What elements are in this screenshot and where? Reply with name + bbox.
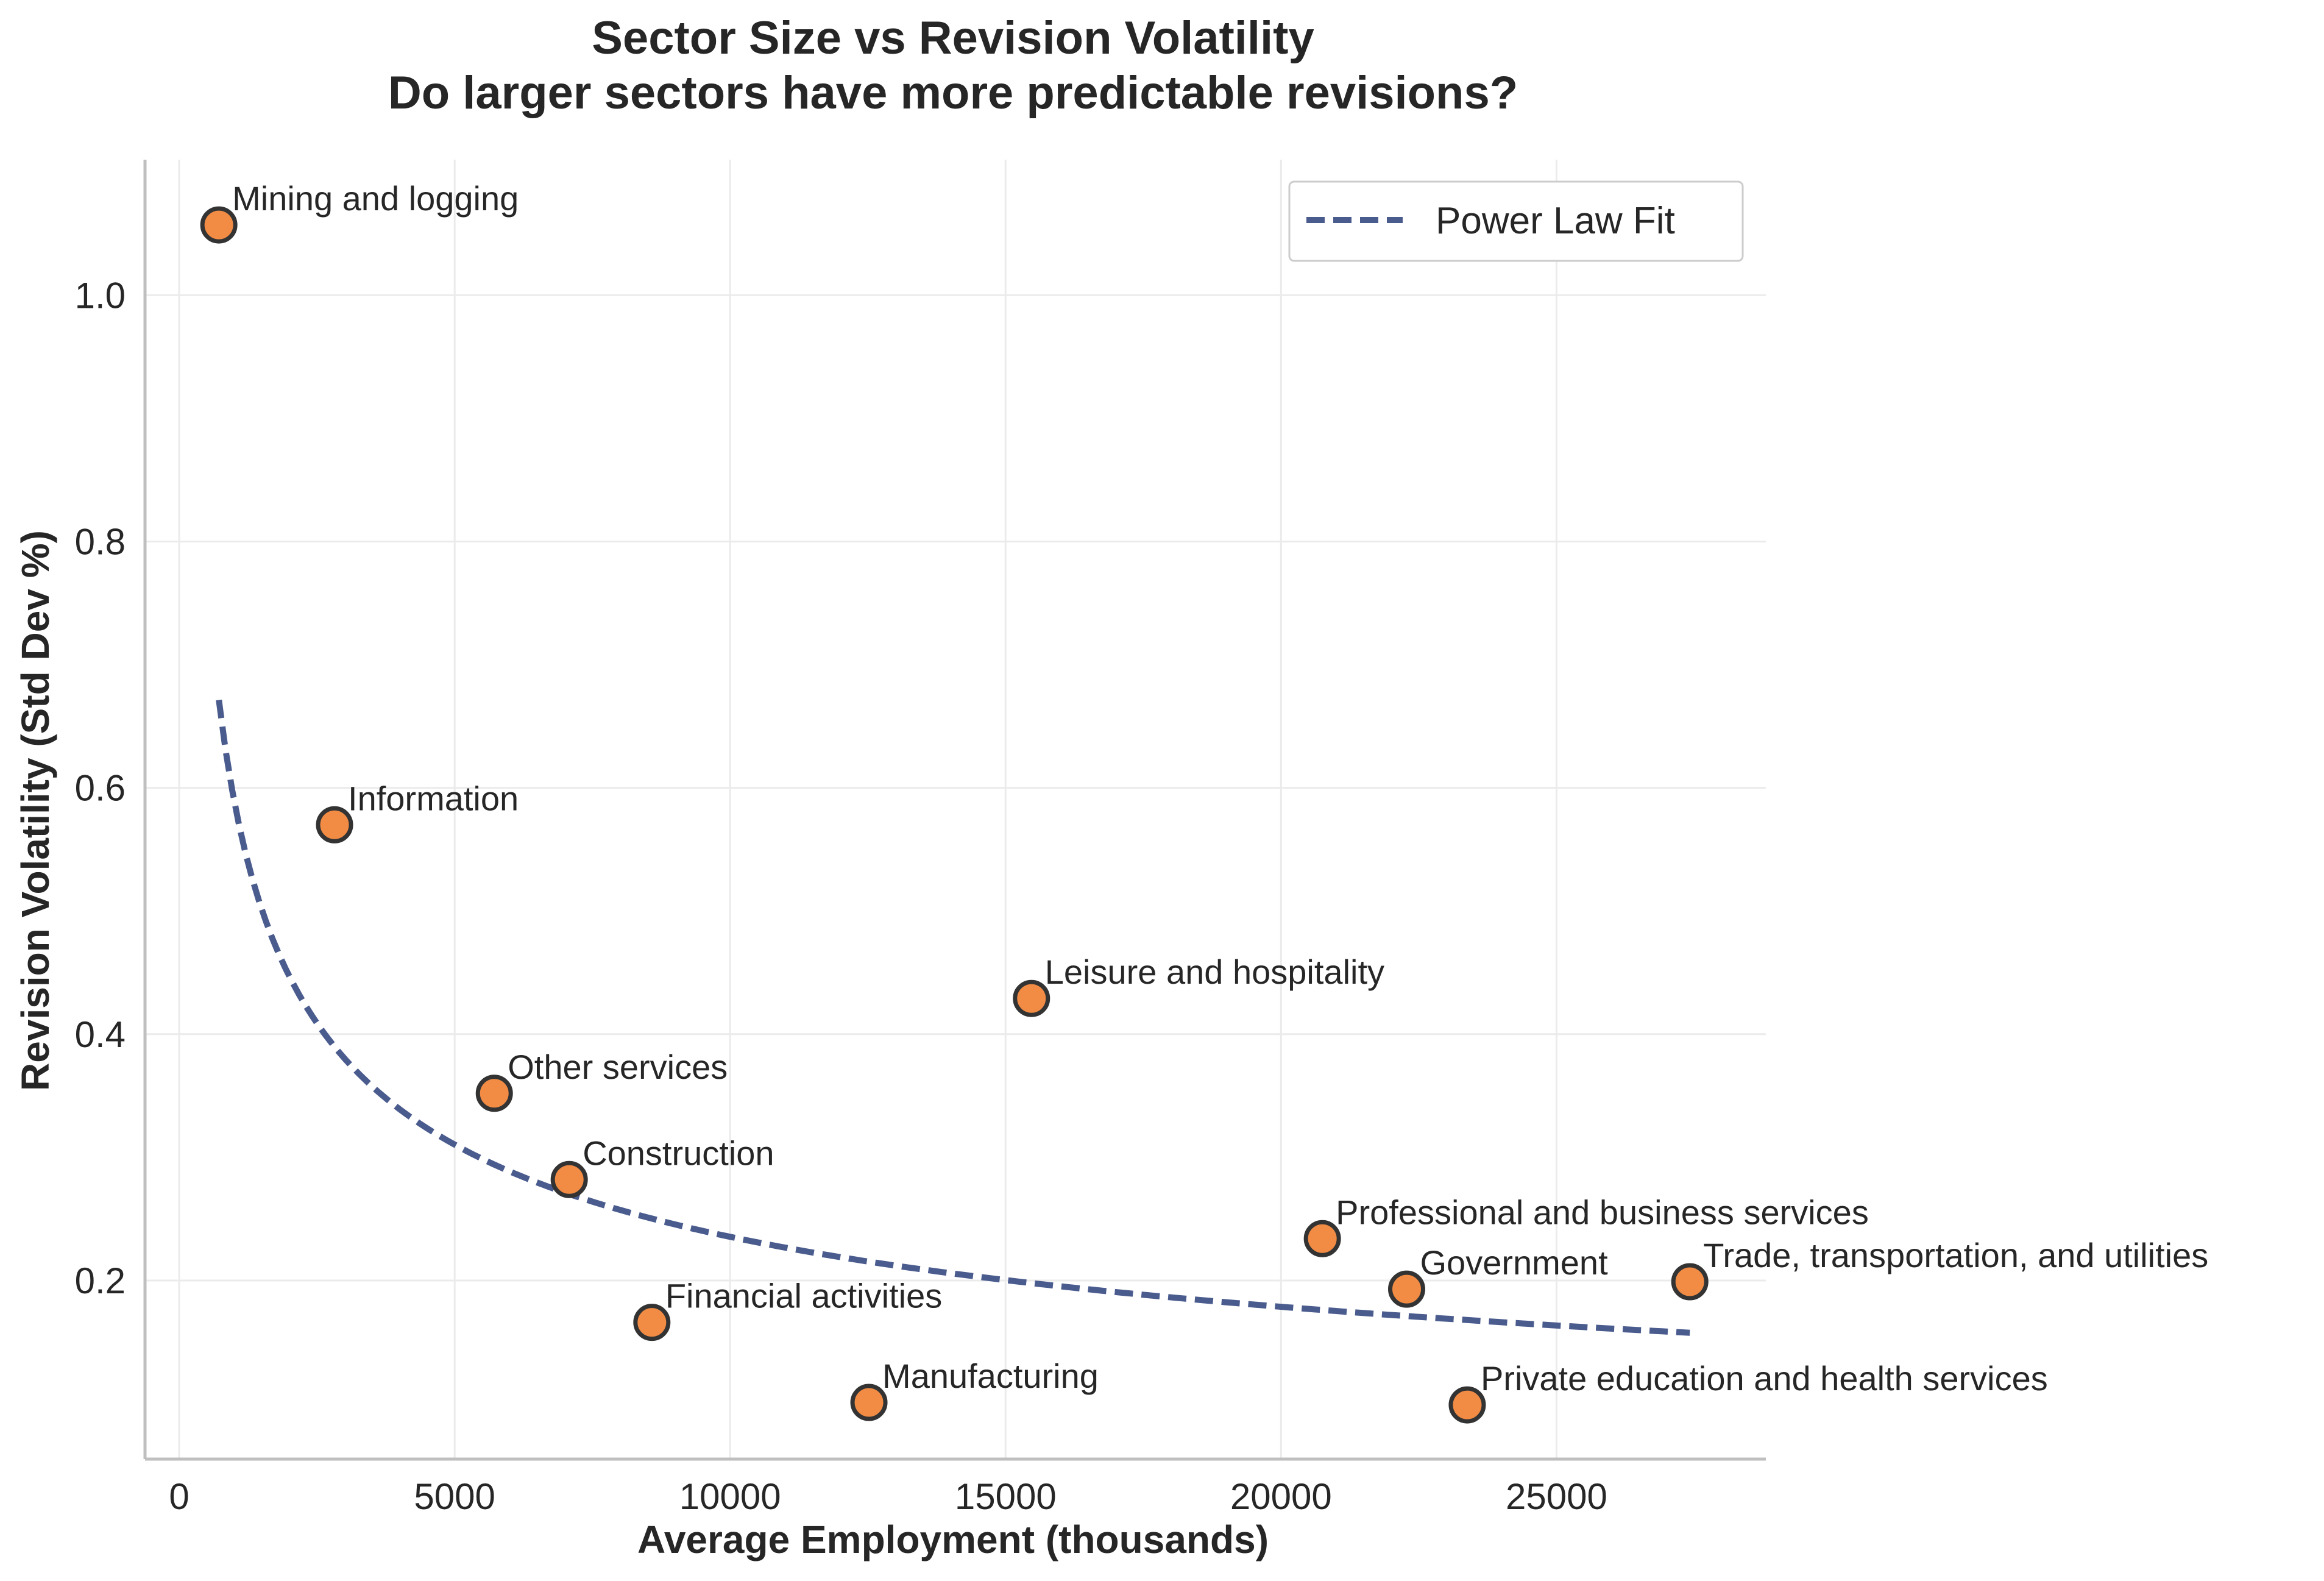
point-label: Construction [583,1134,774,1172]
point-label: Mining and logging [232,179,519,218]
chart-title-line-2: Do larger sectors have more predictable … [388,67,1518,119]
y-axis-label: Revision Volatility (Std Dev %) [13,530,57,1091]
point-label: Trade, transportation, and utilities [1703,1236,2208,1274]
power-law-fit-line [216,699,1690,1336]
x-axis-label: Average Employment (thousands) [637,1518,1269,1561]
y-tick-label: 0.4 [75,1014,126,1055]
point-label: Government [1420,1243,1608,1282]
scatter-point [1387,1270,1425,1308]
x-tick-label: 10000 [679,1476,781,1517]
x-tick-label: 0 [169,1476,189,1517]
scatter-point [1448,1386,1486,1424]
scatter-point [1303,1220,1341,1257]
scatter-point [550,1160,588,1198]
point-label: Manufacturing [882,1357,1099,1395]
y-tick-label: 0.8 [75,521,126,562]
x-tick-label: 15000 [955,1476,1057,1517]
scatter-point [850,1384,888,1421]
scatter-point [633,1304,671,1341]
x-tick-label: 5000 [414,1476,495,1517]
point-label: Financial activities [665,1277,942,1315]
scatter-point [1013,979,1050,1017]
axes [143,160,1766,1461]
scatter-points [200,206,1709,1424]
fit-line-group [216,699,1690,1336]
x-tick-label: 25000 [1506,1476,1607,1517]
point-label: Other services [508,1048,728,1086]
point-label: Professional and business services [1336,1193,1869,1231]
legend-fit-label: Power Law Fit [1436,200,1675,242]
scatter-point [1671,1263,1709,1301]
point-label: Information [348,779,519,817]
point-labels: Mining and logging Information Other servi… [232,179,2208,1398]
chart-title-line-1: Sector Size vs Revision Volatility [592,12,1314,64]
legend: Power Law Fit [1288,180,1744,262]
scatter-point [200,206,238,244]
scatter-point [316,806,353,844]
y-tick-label: 1.0 [75,275,126,316]
tick-labels: 0 5000 10000 15000 20000 25000 0.2 0.4 0.6 0.8 1.0 [75,275,1607,1517]
legend-box [1288,180,1744,262]
scatter-point [475,1075,513,1112]
point-label: Leisure and hospitality [1045,953,1384,991]
y-tick-label: 0.6 [75,768,126,809]
x-tick-label: 20000 [1230,1476,1332,1517]
grid [145,160,1766,1459]
y-tick-label: 0.2 [75,1260,126,1301]
point-label: Private education and health services [1481,1359,2048,1398]
